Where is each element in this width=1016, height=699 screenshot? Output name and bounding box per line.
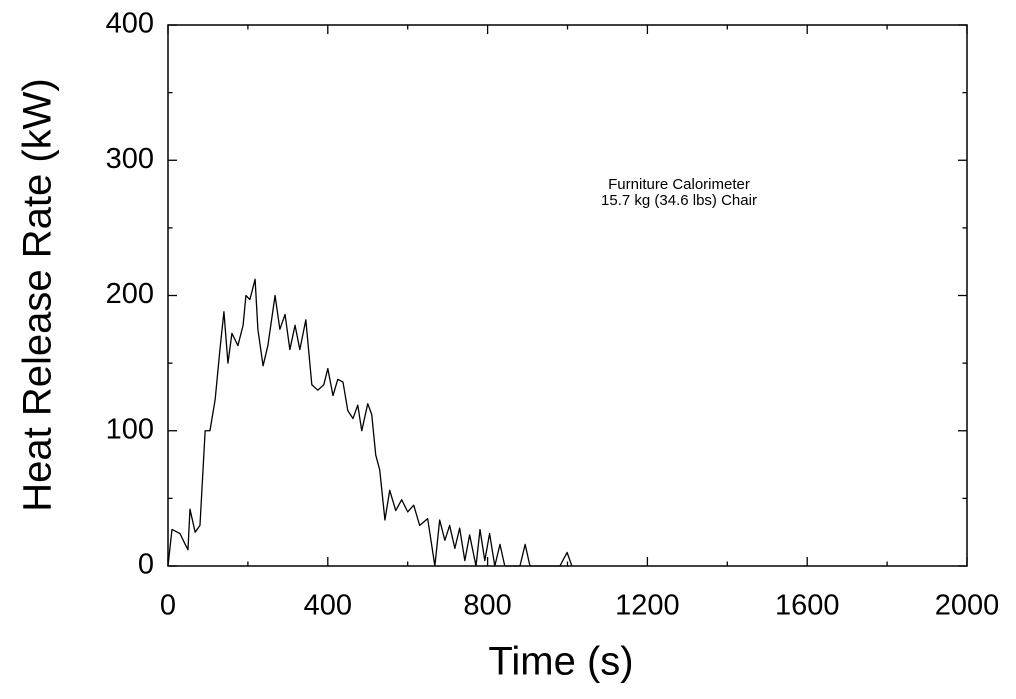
x-tick-label: 800 [463,590,511,622]
x-tick-label: 2000 [935,590,1000,622]
annotation: Furniture Calorimeter [608,176,750,193]
plot-frame [167,24,968,567]
x-tick-label: 1200 [615,590,680,622]
y-tick-label: 400 [106,8,154,40]
annotation: 15.7 kg (34.6 lbs) Chair [601,192,757,209]
x-axis-title: Time (s) [488,640,633,684]
y-axis-title: Heat Release Rate (kW) [16,78,60,511]
x-tick-label: 1600 [775,590,840,622]
y-tick-label: 0 [138,549,154,581]
x-tick-label: 0 [160,590,176,622]
data-line [167,278,573,567]
y-tick-label: 200 [106,278,154,310]
y-tick-label: 300 [106,143,154,175]
x-tick-label: 400 [304,590,352,622]
y-tick-label: 100 [106,413,154,445]
